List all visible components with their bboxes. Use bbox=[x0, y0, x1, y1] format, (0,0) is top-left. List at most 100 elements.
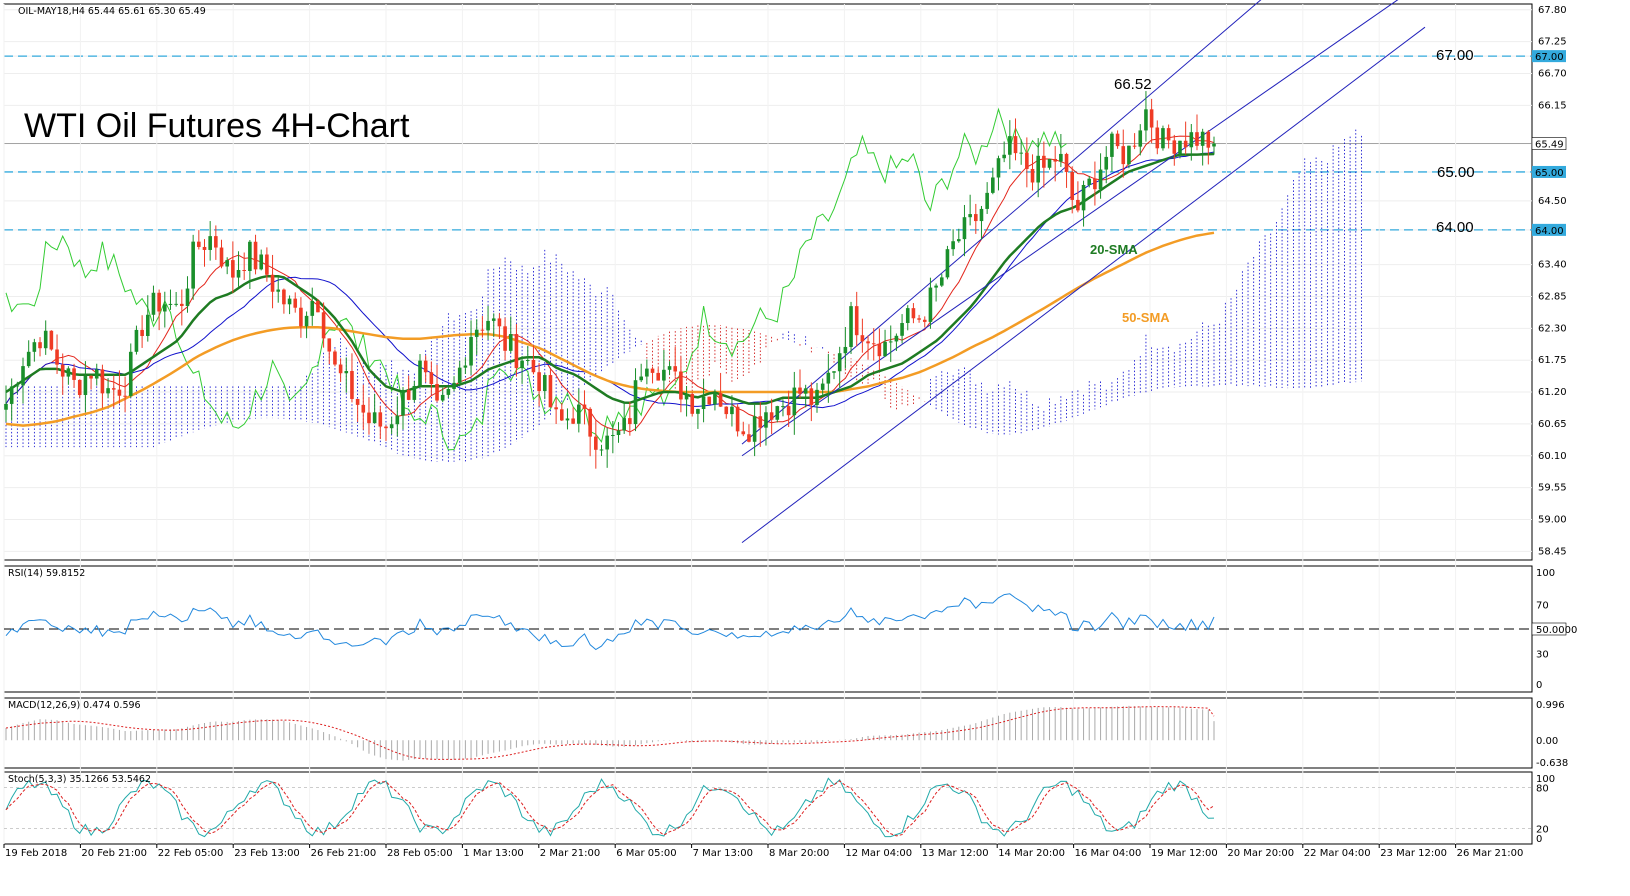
candle-body bbox=[724, 406, 729, 415]
candle-body bbox=[123, 395, 127, 397]
candle-body bbox=[214, 236, 218, 248]
candle-body bbox=[554, 407, 558, 410]
candle-body bbox=[866, 341, 870, 344]
candle-body bbox=[633, 380, 638, 425]
candle-body bbox=[979, 208, 984, 222]
candle-body bbox=[1183, 140, 1188, 148]
candle-body bbox=[849, 306, 853, 347]
time-tick-label: 23 Feb 13:00 bbox=[234, 848, 300, 859]
indicator-lines bbox=[5, 0, 1426, 544]
candle-body bbox=[877, 343, 882, 357]
candle-body bbox=[231, 260, 235, 278]
price-tick-label: 67.80 bbox=[1538, 5, 1567, 16]
candle-body bbox=[140, 329, 144, 337]
time-tick-label: 7 Mar 13:00 bbox=[693, 848, 753, 859]
candle-body bbox=[951, 241, 955, 250]
price-tick-label: 60.65 bbox=[1538, 419, 1567, 430]
candle-body bbox=[577, 404, 581, 424]
candle-body bbox=[628, 418, 632, 425]
candle-body bbox=[145, 314, 150, 337]
candle-body bbox=[463, 365, 468, 368]
candle-body bbox=[1042, 155, 1046, 168]
time-tick-label: 20 Feb 21:00 bbox=[81, 848, 147, 859]
candle-body bbox=[1053, 158, 1058, 162]
candle-body bbox=[1076, 199, 1080, 211]
candle-body bbox=[1200, 131, 1205, 146]
candle-body bbox=[304, 315, 309, 327]
candle-body bbox=[1166, 128, 1171, 141]
oscillators bbox=[4, 593, 1532, 838]
candle-body bbox=[225, 260, 229, 267]
candle-body bbox=[939, 277, 944, 286]
candle-body bbox=[4, 403, 8, 410]
candle-body bbox=[162, 304, 167, 312]
macd-signal-line bbox=[5, 706, 1215, 760]
candle-body bbox=[730, 406, 734, 415]
candle-body bbox=[616, 430, 621, 436]
candle-body bbox=[1030, 168, 1035, 183]
candle-body bbox=[741, 431, 746, 435]
time-tick-label: 6 Mar 05:00 bbox=[616, 848, 676, 859]
candle-body bbox=[684, 394, 689, 400]
candle-body bbox=[673, 366, 678, 372]
candle-body bbox=[401, 389, 405, 416]
channel-upper bbox=[741, 0, 1262, 445]
candle-body bbox=[128, 351, 133, 396]
candle-body bbox=[9, 386, 14, 404]
candle-body bbox=[1149, 109, 1154, 128]
price-tick-label: 66.70 bbox=[1538, 69, 1567, 80]
candle-body bbox=[49, 330, 54, 350]
candle-body bbox=[645, 368, 649, 377]
candle-body bbox=[435, 383, 439, 401]
candle-body bbox=[820, 383, 825, 390]
candle-body bbox=[474, 329, 479, 337]
candle-body bbox=[480, 329, 485, 331]
candle-body bbox=[174, 303, 178, 305]
candle-body bbox=[985, 192, 989, 209]
candle-body bbox=[333, 351, 337, 365]
candle-body bbox=[202, 246, 207, 250]
candle-body bbox=[707, 396, 712, 405]
candles[interactable] bbox=[4, 91, 1216, 469]
candle-body bbox=[111, 388, 116, 390]
candle-body bbox=[854, 306, 859, 336]
candle-body bbox=[429, 372, 434, 384]
level-axis-box bbox=[1532, 223, 1566, 236]
candle-body bbox=[446, 388, 451, 395]
candle-body bbox=[293, 298, 298, 308]
candle-body bbox=[611, 435, 615, 437]
candle-body bbox=[106, 388, 110, 394]
candle-body bbox=[769, 412, 774, 420]
candle-body bbox=[1104, 156, 1109, 170]
candle-body bbox=[316, 301, 320, 313]
candle-body bbox=[1115, 133, 1120, 147]
candle-body bbox=[32, 342, 37, 352]
candle-body bbox=[826, 372, 831, 384]
candle-body bbox=[531, 359, 536, 373]
candle-body bbox=[718, 393, 723, 407]
candle-body bbox=[486, 320, 490, 331]
candle-body bbox=[26, 351, 31, 367]
level-label-65: 65.00 bbox=[1437, 164, 1475, 181]
ichimoku-cloud bbox=[5, 129, 1362, 462]
sma50-label: 50-SMA bbox=[1122, 310, 1170, 325]
time-tick-label: 20 Mar 20:00 bbox=[1227, 848, 1294, 859]
candle-body bbox=[1036, 155, 1040, 183]
macd-axis-label: 0.996 bbox=[1536, 700, 1565, 711]
time-tick-label: 26 Feb 21:00 bbox=[311, 848, 377, 859]
rsi-header: RSI(14) 59.8152 bbox=[8, 568, 85, 579]
candle-body bbox=[1008, 136, 1012, 155]
level-label-64: 64.00 bbox=[1436, 219, 1474, 236]
candle-body bbox=[134, 329, 139, 352]
candle-body bbox=[888, 341, 893, 343]
time-tick-label: 19 Feb 2018 bbox=[5, 848, 67, 859]
candle-body bbox=[1127, 145, 1131, 165]
candle-body bbox=[38, 342, 42, 349]
candle-body bbox=[469, 336, 473, 366]
candle-body bbox=[696, 409, 700, 414]
candle-body bbox=[395, 415, 400, 425]
chikou-line bbox=[5, 107, 1067, 451]
candle-body bbox=[690, 394, 695, 414]
stoch-axis-label: 80 bbox=[1536, 784, 1549, 795]
